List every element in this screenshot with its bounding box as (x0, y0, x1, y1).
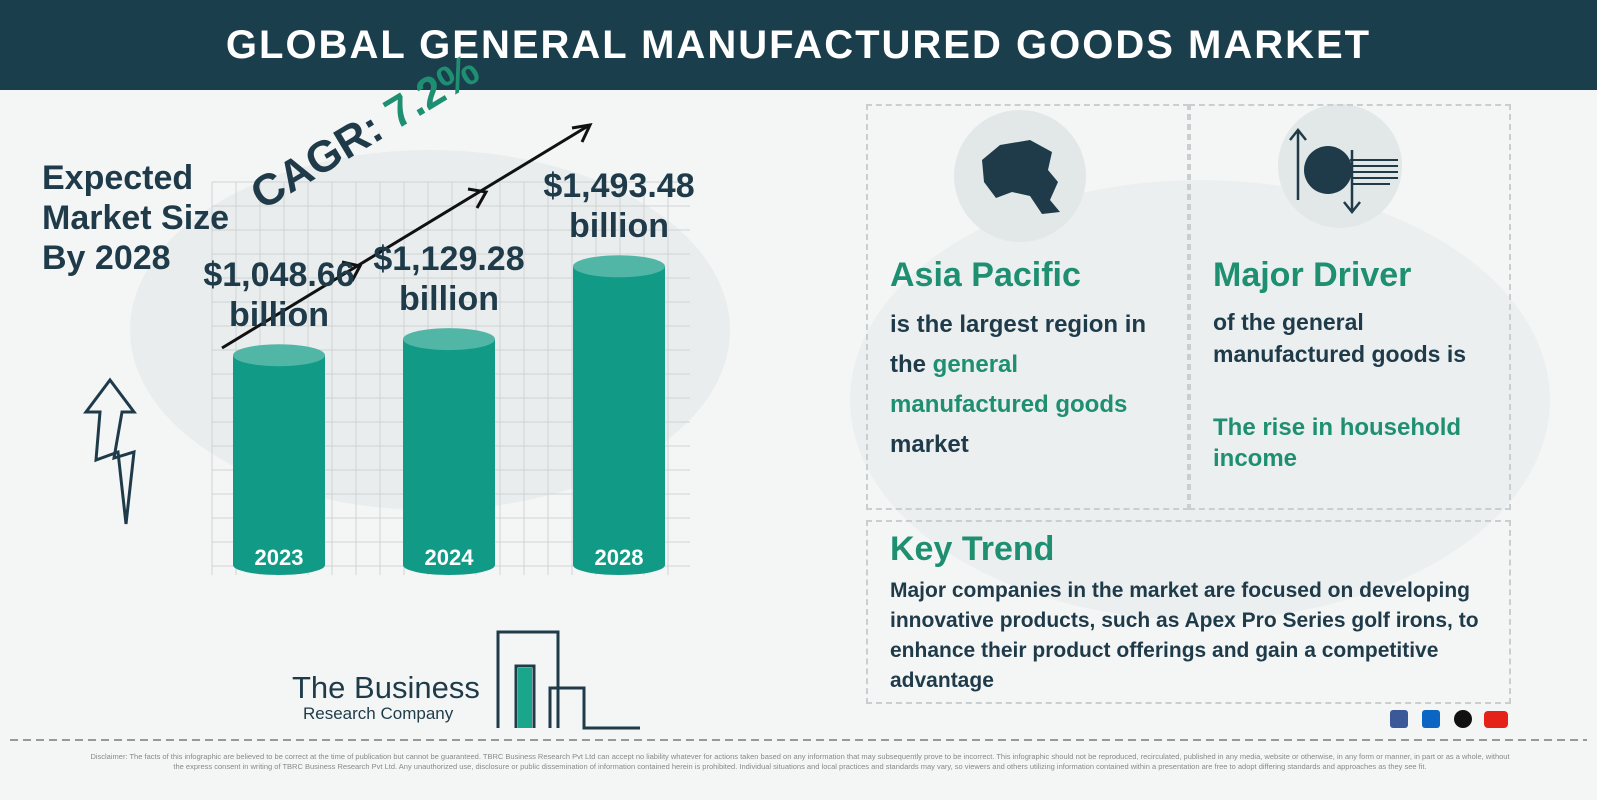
bar-top (233, 344, 325, 367)
region-text: is the largest region in the general man… (890, 305, 1175, 465)
category-label: 2024 (424, 545, 474, 570)
trend-text: Major companies in the market are focuse… (890, 579, 1479, 692)
linkedin-icon[interactable] (1422, 710, 1440, 728)
value-label: $1,129.28 billion (373, 240, 525, 319)
logo-bar (518, 668, 532, 728)
speed-lines (1350, 159, 1398, 185)
driver-highlight: The rise in household income (1213, 414, 1462, 472)
x-icon[interactable] (1454, 710, 1472, 728)
arrow-head (467, 187, 489, 209)
disclaimer: Disclaimer: The facts of this infographi… (90, 752, 1510, 771)
bar (403, 339, 495, 575)
logo-subtext: Research Company (303, 704, 454, 723)
trend-arrow (221, 124, 589, 350)
region-box (866, 104, 1189, 510)
chart-title: Expected Market Size By 2028 (42, 159, 230, 277)
region-text: market (890, 431, 969, 458)
category-label: 2023 (254, 545, 304, 570)
logo-text: The Business (292, 670, 480, 705)
dollar-icon (1304, 146, 1352, 194)
map-bg (850, 180, 1550, 620)
asia-icon (982, 140, 1060, 214)
driver-box (1189, 104, 1511, 510)
bar (573, 266, 665, 575)
region-highlight: general manufactured goods (890, 351, 1128, 418)
value-label: $1,493.48 billion (543, 167, 695, 246)
arrow-head (571, 123, 593, 143)
trend-title: Key Trend (890, 530, 1055, 568)
arrow-head (341, 260, 363, 282)
facebook-icon[interactable] (1390, 710, 1408, 728)
bar-top (573, 255, 665, 278)
lightning-icon (83, 377, 137, 525)
arrows-icon (1289, 127, 1361, 215)
driver-text: of the general manufactured goods is (1213, 309, 1467, 367)
youtube-icon[interactable] (1484, 711, 1508, 728)
header (0, 0, 1597, 90)
logo-buildings (496, 630, 640, 730)
region-text: is the largest region in the (890, 311, 1147, 378)
bar (233, 355, 325, 575)
region-title: Asia Pacific (890, 256, 1081, 294)
driver-title: Major Driver (1213, 256, 1412, 294)
trend-box (866, 520, 1511, 704)
value-label: $1,048.66 billion (203, 256, 355, 335)
category-label: 2028 (594, 545, 644, 570)
bar-top (403, 328, 495, 351)
page-title: GLOBAL GENERAL MANUFACTURED GOODS MARKET (225, 23, 1372, 67)
